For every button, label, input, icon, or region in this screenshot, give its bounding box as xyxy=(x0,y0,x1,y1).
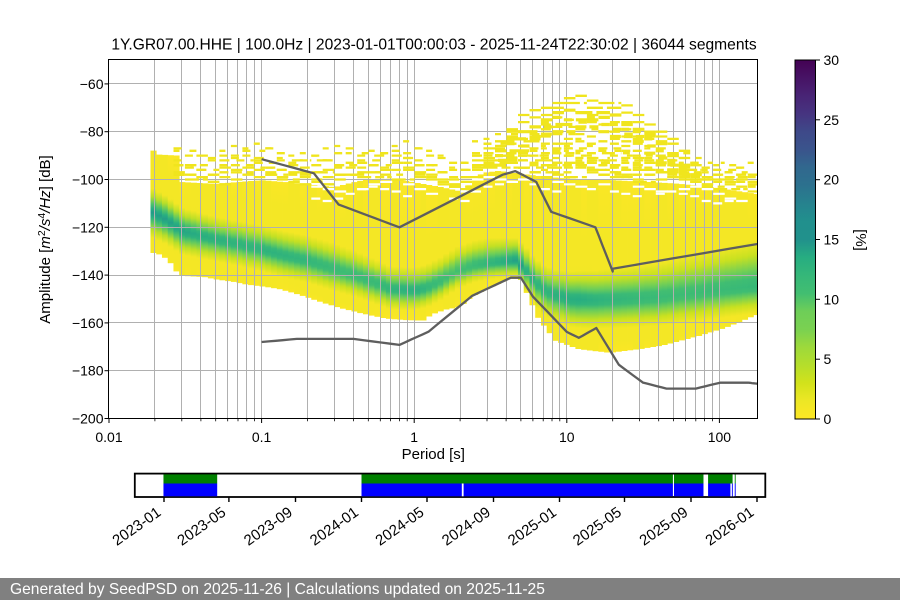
svg-text:−140: −140 xyxy=(72,267,104,283)
svg-text:5: 5 xyxy=(824,351,832,367)
svg-text:Period [s]: Period [s] xyxy=(402,446,465,463)
svg-text:Amplitude [m2/s4/Hz] [dB]: Amplitude [m2/s4/Hz] [dB] xyxy=(36,155,54,323)
svg-text:−120: −120 xyxy=(72,219,104,235)
svg-text:−160: −160 xyxy=(72,315,104,331)
svg-text:10: 10 xyxy=(559,429,575,445)
svg-text:−100: −100 xyxy=(72,172,104,188)
svg-text:Generated by SeedPSD on 2025-1: Generated by SeedPSD on 2025-11-26 | Cal… xyxy=(10,581,545,598)
svg-text:20: 20 xyxy=(824,172,840,188)
svg-text:−200: −200 xyxy=(72,411,104,427)
svg-text:100: 100 xyxy=(708,429,732,445)
svg-text:−180: −180 xyxy=(72,363,104,379)
svg-text:−80: −80 xyxy=(80,124,104,140)
svg-text:0.1: 0.1 xyxy=(252,429,272,445)
svg-text:0: 0 xyxy=(824,411,832,427)
svg-text:[%]: [%] xyxy=(852,229,869,251)
svg-text:25: 25 xyxy=(824,112,840,128)
svg-text:1Y.GR07.00.HHE | 100.0Hz | 202: 1Y.GR07.00.HHE | 100.0Hz | 2023-01-01T00… xyxy=(111,37,756,54)
svg-text:30: 30 xyxy=(824,52,840,68)
svg-text:1: 1 xyxy=(410,429,418,445)
svg-text:0.01: 0.01 xyxy=(95,429,122,445)
svg-text:−60: −60 xyxy=(80,76,104,92)
svg-text:10: 10 xyxy=(824,291,840,307)
svg-text:15: 15 xyxy=(824,232,840,248)
